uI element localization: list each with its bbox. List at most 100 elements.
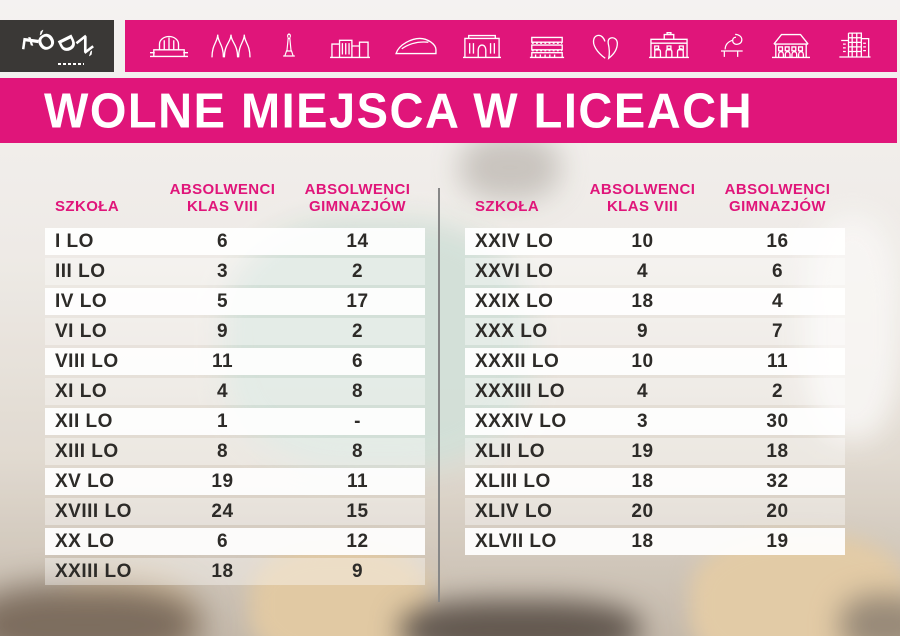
seats-value: 8 <box>216 441 229 462</box>
seats-value: 18 <box>631 531 654 552</box>
seats-value: 10 <box>631 351 654 372</box>
monument-icon <box>269 27 309 65</box>
seats-value: 30 <box>766 411 789 432</box>
school-name: XVIII LO <box>55 501 132 522</box>
manor-house-icon <box>766 27 816 65</box>
table-row: XVIII LO 24 15 <box>45 498 425 525</box>
table-row: XXIX LO 18 4 <box>465 288 845 315</box>
seats-value: 4 <box>636 381 649 402</box>
table-row: XI LO 4 8 <box>45 378 425 405</box>
seats-value: 2 <box>771 381 784 402</box>
table-row: XXXIII LO 4 2 <box>465 378 845 405</box>
seats-value: 18 <box>766 441 789 462</box>
seats-value: 20 <box>631 501 654 522</box>
column-header-school: SZKOŁA <box>475 197 540 215</box>
background-shadow-blob <box>400 600 640 636</box>
seats-value: 11 <box>346 471 369 492</box>
seats-value: 19 <box>766 531 789 552</box>
table-row: IV LO 5 17 <box>45 288 425 315</box>
seats-value: 6 <box>351 351 364 372</box>
seats-value: 2 <box>351 261 364 282</box>
lodz-logo: Ł Ó D Ź <box>0 20 114 72</box>
school-name: XXXIII LO <box>475 381 566 402</box>
school-name: XXXIV LO <box>475 411 567 432</box>
seats-value: 4 <box>771 291 784 312</box>
table-row: VIII LO 11 6 <box>45 348 425 375</box>
column-header-line: ABSOLWENCI <box>724 180 831 198</box>
seats-value: 12 <box>346 531 369 552</box>
table-row: XV LO 19 11 <box>45 468 425 495</box>
column-header-line: ABSOLWENCI <box>304 180 411 198</box>
school-name: XXIX LO <box>475 291 554 312</box>
table-rows: I LO 6 14 III LO 3 2 IV LO 5 17 VI LO 9 2 VIII LO 11 6… <box>45 228 425 585</box>
seats-value: 9 <box>636 321 649 342</box>
column-header-line: KLAS VIII <box>606 197 679 215</box>
table-row: III LO 3 2 <box>45 258 425 285</box>
seats-value: 10 <box>631 231 654 252</box>
seats-value: 7 <box>771 321 784 342</box>
seats-value: 17 <box>346 291 369 312</box>
landmark-icon-banner <box>125 20 897 72</box>
school-name: XIII LO <box>55 441 119 462</box>
school-name: XLIII LO <box>475 471 551 492</box>
school-name: IV LO <box>55 291 108 312</box>
seats-value: 4 <box>216 381 229 402</box>
seats-value: 20 <box>766 501 789 522</box>
top-bar: Ł Ó D Ź <box>0 20 897 72</box>
table-rows: XXIV LO 10 16 XXVI LO 4 6 XXIX LO 18 4 XXX LO 9 7 XX… <box>465 228 845 555</box>
seats-value: 4 <box>636 261 649 282</box>
factory-icon <box>325 27 375 65</box>
table-row: XXXII LO 10 11 <box>465 348 845 375</box>
seats-value: - <box>354 411 361 432</box>
tables-area: SZKOŁA ABSOLWENCI KLAS VIII ABSOLWENCI G… <box>45 160 845 588</box>
school-name: I LO <box>55 231 94 252</box>
school-name: XLIV LO <box>475 501 553 522</box>
seats-value: 2 <box>351 321 364 342</box>
seats-value: 6 <box>216 231 229 252</box>
seats-value: 11 <box>211 351 234 372</box>
school-name: III LO <box>55 261 106 282</box>
column-header-line: KLAS VIII <box>186 197 259 215</box>
table-row: XXXIV LO 3 30 <box>465 408 845 435</box>
table-row: XXIV LO 10 16 <box>465 228 845 255</box>
logo-subtext <box>58 63 84 65</box>
school-name: XXIV LO <box>475 231 554 252</box>
school-name: XLII LO <box>475 441 545 462</box>
table-row: XLVII LO 18 19 <box>465 528 845 555</box>
school-name: XI LO <box>55 381 108 402</box>
table-row: XIII LO 8 8 <box>45 438 425 465</box>
seats-value: 3 <box>216 261 229 282</box>
school-name: XII LO <box>55 411 113 432</box>
background-shadow-blob <box>840 595 900 636</box>
table-divider-line <box>438 188 440 602</box>
seats-value: 9 <box>351 561 364 582</box>
left-table: SZKOŁA ABSOLWENCI KLAS VIII ABSOLWENCI G… <box>45 160 425 588</box>
page-title: WOLNE MIEJSCA W LICEACH <box>44 82 754 139</box>
library-slabs-icon <box>523 27 571 65</box>
table-row: XXIII LO 18 9 <box>45 558 425 585</box>
table-row: I LO 6 14 <box>45 228 425 255</box>
seats-value: 18 <box>211 561 234 582</box>
background-shadow-blob <box>0 585 200 636</box>
seats-value: 9 <box>216 321 229 342</box>
school-name: XLVII LO <box>475 531 557 552</box>
column-header-line: GIMNAZJÓW <box>309 197 406 215</box>
column-header-line: ABSOLWENCI <box>169 180 276 198</box>
school-name: XXIII LO <box>55 561 132 582</box>
column-header-school: SZKOŁA <box>55 197 120 215</box>
table-row: XLIII LO 18 32 <box>465 468 845 495</box>
column-header-line: GIMNAZJÓW <box>729 197 826 215</box>
school-name: XX LO <box>55 531 115 552</box>
school-name: XXVI LO <box>475 261 554 282</box>
seats-value: 19 <box>631 441 654 462</box>
arena-icon <box>390 27 442 65</box>
seats-value: 8 <box>351 441 364 462</box>
heart-icon <box>586 27 628 65</box>
school-name: XXX LO <box>475 321 548 342</box>
right-table: SZKOŁA ABSOLWENCI KLAS VIII ABSOLWENCI G… <box>465 160 845 588</box>
seats-value: 19 <box>211 471 234 492</box>
seats-value: 11 <box>766 351 789 372</box>
logo-letter: Ź <box>72 30 99 59</box>
background-wall-blob <box>460 135 560 200</box>
